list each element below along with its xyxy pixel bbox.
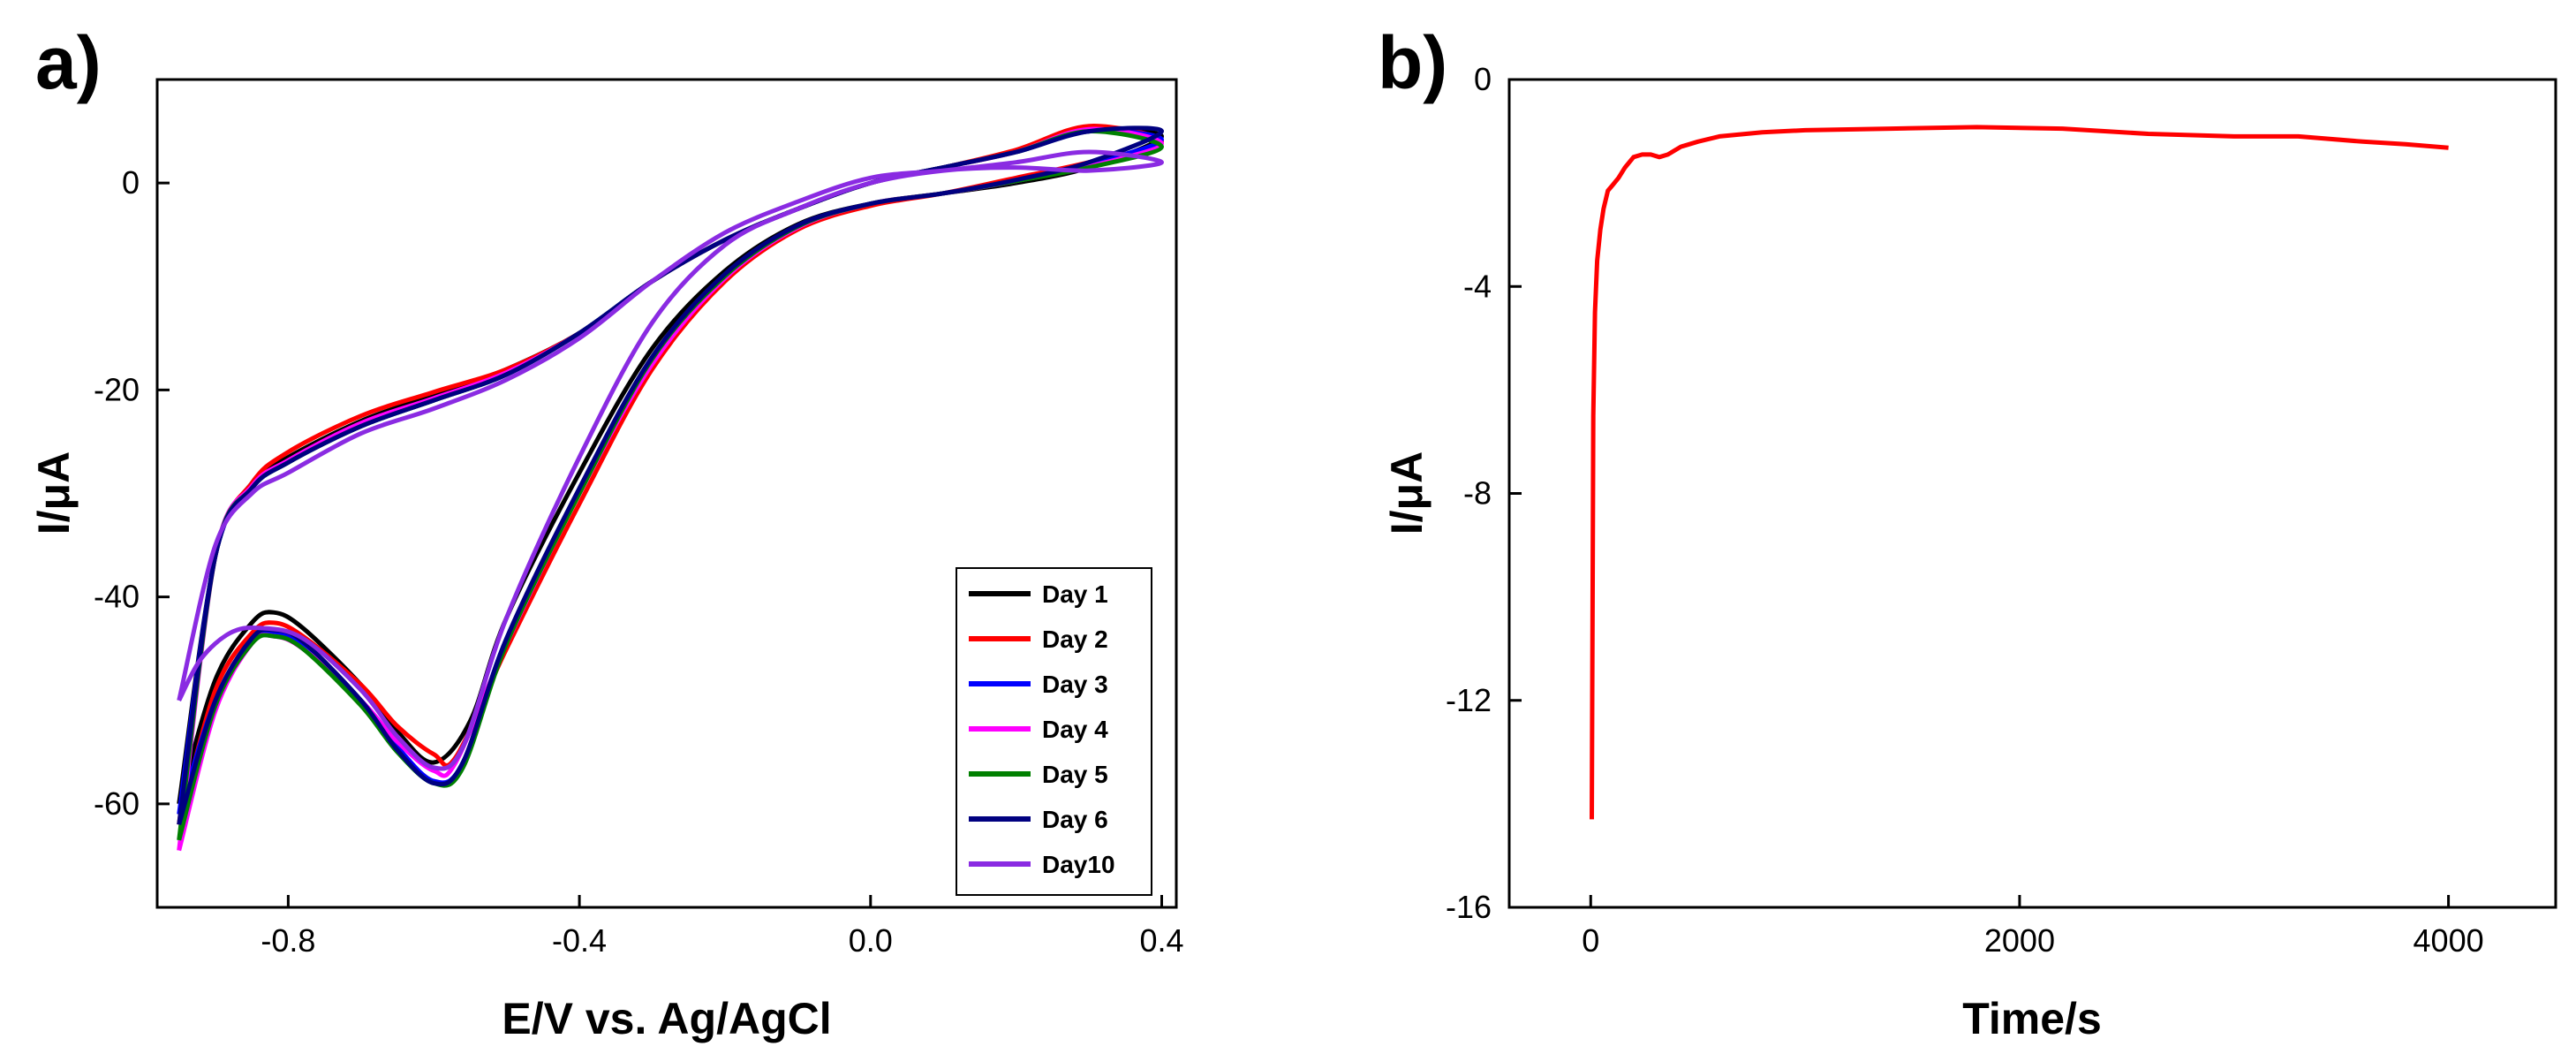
y-tick-label: -60 — [94, 785, 140, 822]
x-tick-label: 0.0 — [849, 922, 893, 959]
amperometry-curve — [1590, 125, 2449, 820]
legend-label: Day10 — [1042, 851, 1115, 878]
panel-b-plot-frame — [1507, 78, 2557, 909]
x-tick-label: 2000 — [1984, 922, 2055, 959]
panel-b-curves — [1590, 125, 2449, 820]
panel-b-label: b) — [1378, 21, 1447, 104]
legend-label: Day 5 — [1042, 761, 1108, 788]
panel-b-x-axis-title: Time/s — [1962, 994, 2102, 1043]
legend-label: Day 1 — [1042, 580, 1108, 608]
legend-label: Day 6 — [1042, 806, 1108, 833]
legend-label: Day 2 — [1042, 626, 1108, 653]
x-tick-label: 0 — [1582, 922, 1599, 959]
panel-a-x-axis-title: E/V vs. Ag/AgCl — [502, 994, 831, 1043]
panel-a-plot-frame — [155, 78, 1178, 909]
y-tick-label: -20 — [94, 371, 140, 407]
y-tick-label: -16 — [1446, 889, 1492, 925]
y-tick-label: -40 — [94, 579, 140, 615]
panel-a-axes: -0.8 -0.4 0.0 0.4 0 -20 -40 -60 — [94, 164, 1184, 959]
panel-a-label: a) — [35, 21, 102, 104]
legend-label: Day 3 — [1042, 671, 1108, 698]
legend-label: Day 4 — [1042, 716, 1108, 743]
x-tick-label: 4000 — [2414, 922, 2484, 959]
panel-b-y-axis-title: I/μA — [1382, 451, 1432, 535]
panel-b: b) 0 2000 4000 0 -4 -8 -12 -16 Time/s I/μA — [1378, 21, 2557, 1043]
x-tick-label: -0.4 — [552, 922, 607, 959]
panel-b-axes: 0 2000 4000 0 -4 -8 -12 -16 — [1446, 61, 2484, 959]
y-tick-label: 0 — [122, 164, 140, 201]
cv-curve-day10 — [177, 149, 1164, 771]
panel-a-legend: Day 1 Day 2 Day 3 Day 4 Day 5 Day 6 Day10 — [956, 567, 1152, 896]
y-tick-label: 0 — [1474, 61, 1492, 97]
panel-a-curves — [177, 124, 1164, 852]
y-tick-label: -8 — [1463, 475, 1492, 512]
y-tick-label: -4 — [1463, 268, 1492, 304]
panel-a: a) -0.8 -0.4 0.0 0.4 0 -20 -40 -60 E/V vs. Ag/A… — [29, 21, 1184, 1043]
panel-a-y-axis-title: I/μA — [29, 451, 79, 535]
x-tick-label: 0.4 — [1139, 922, 1183, 959]
y-tick-label: -12 — [1446, 682, 1492, 718]
x-tick-label: -0.8 — [261, 922, 315, 959]
